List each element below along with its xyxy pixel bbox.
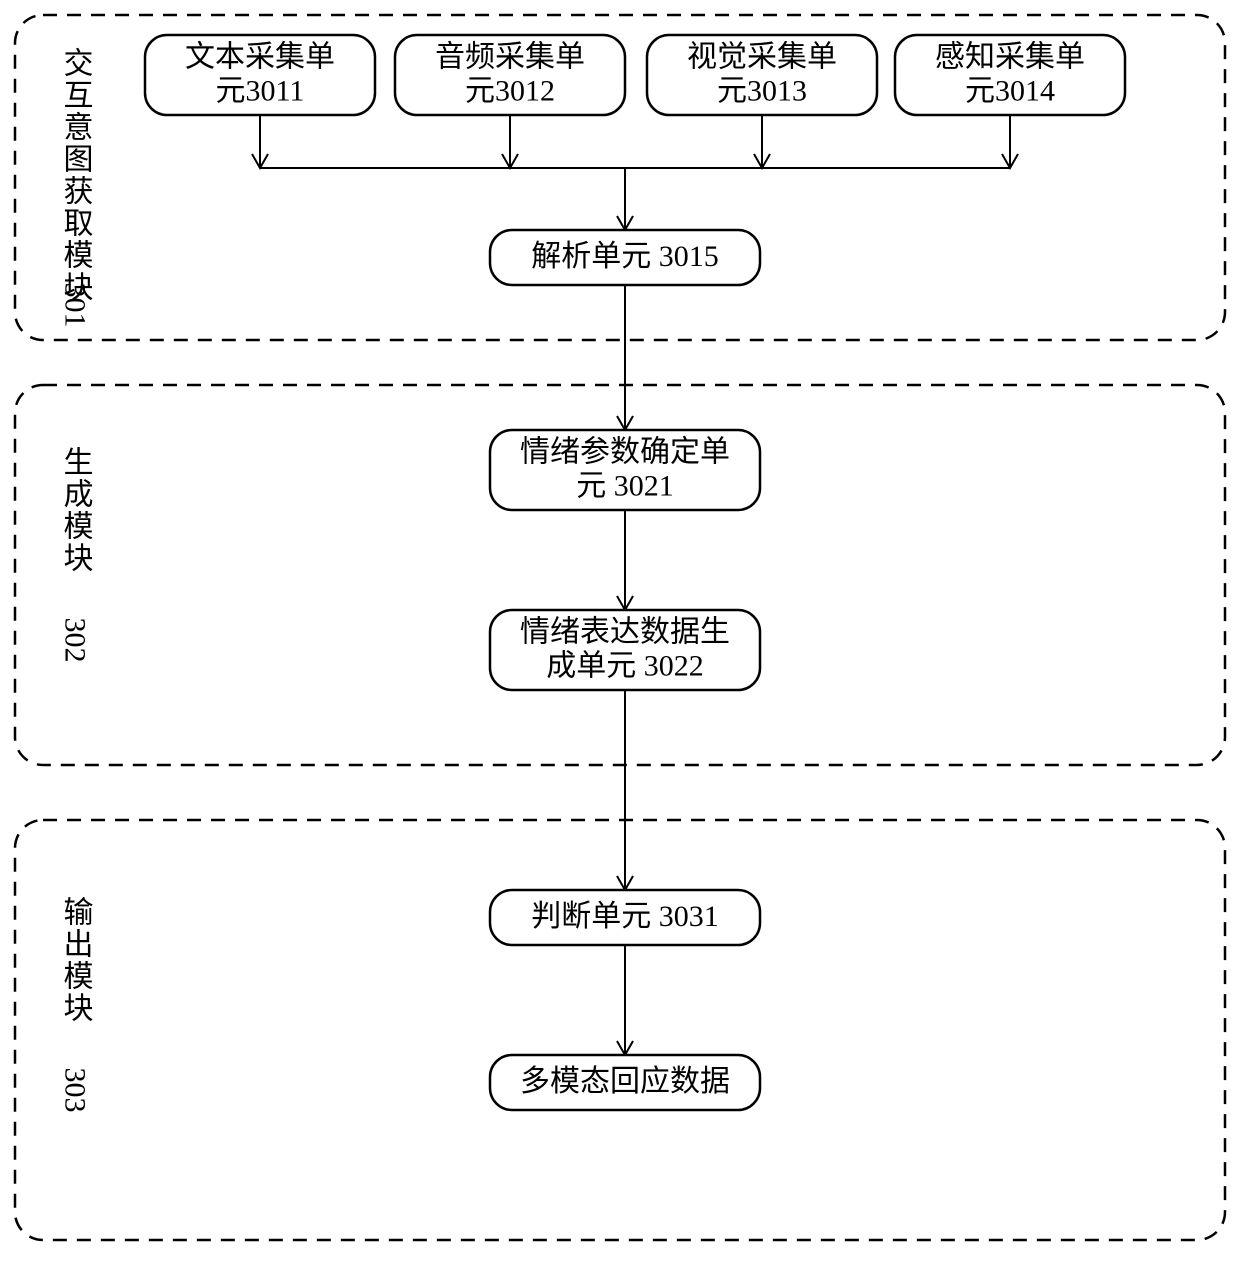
node-text-n3011-1: 元3011: [216, 75, 305, 108]
node-text-n3013-1: 元3013: [717, 75, 807, 108]
flowchart-diagram: 交互意图获取模块301 生成模块 302 输出模块 303 文本采集单元3011 音频采集单…: [0, 0, 1240, 1261]
node-text-n3011-0: 文本采集单: [185, 41, 335, 74]
module-num-m302: 302: [59, 618, 92, 663]
module-label-m302: 生成模块: [59, 446, 94, 574]
node-text-n3012-0: 音频采集单: [435, 41, 585, 74]
node-text-n3021-0: 情绪参数确定单: [520, 436, 730, 469]
module-label-m301: 交互意图获取模块: [59, 47, 94, 303]
module-num-m303: 303: [59, 1068, 92, 1113]
node-text-n3022-1: 成单元 3022: [546, 650, 704, 683]
module-num-m301: 301: [59, 283, 92, 328]
node-text-n3014-1: 元3014: [965, 75, 1055, 108]
module-label-m303: 输出模块: [59, 896, 94, 1024]
node-text-n3014-0: 感知采集单: [935, 41, 1085, 74]
node-text-n3031-0: 判断单元 3031: [531, 900, 719, 933]
node-text-n3015-0: 解析单元 3015: [531, 240, 719, 273]
node-text-n3012-1: 元3012: [465, 75, 555, 108]
node-text-nout-0: 多模态回应数据: [520, 1065, 730, 1098]
node-text-n3013-0: 视觉采集单: [687, 41, 837, 74]
node-text-n3022-0: 情绪表达数据生: [520, 616, 730, 649]
node-text-n3021-1: 元 3021: [576, 470, 674, 503]
